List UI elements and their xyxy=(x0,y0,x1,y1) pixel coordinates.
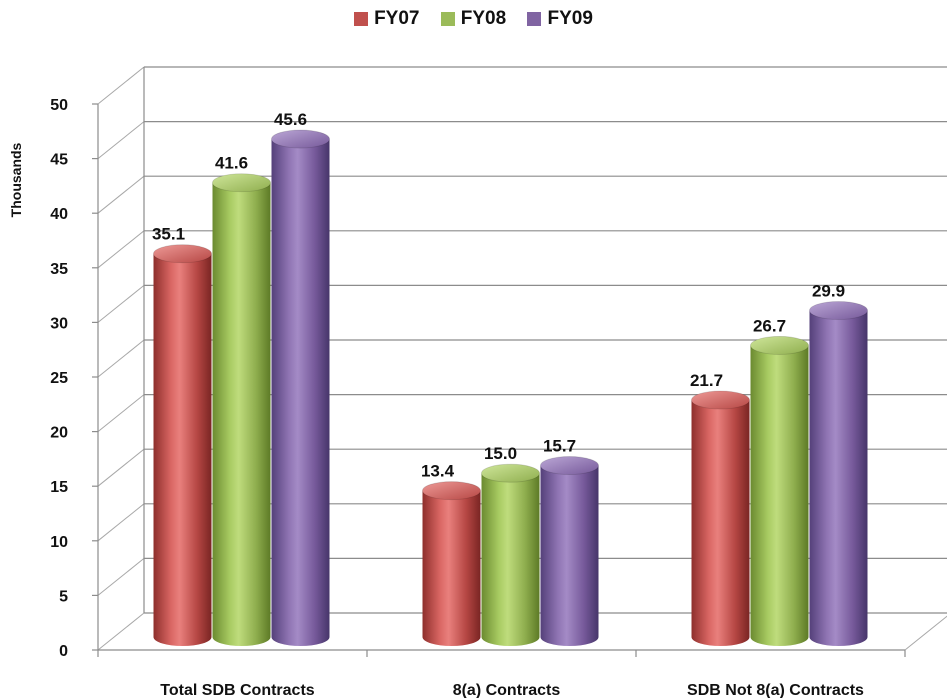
bar-body xyxy=(750,345,809,646)
side-wall-line xyxy=(97,448,145,487)
bar-body xyxy=(271,139,330,646)
bar-top xyxy=(809,301,868,320)
bar-fy07-2 xyxy=(691,390,750,646)
side-wall-line xyxy=(97,66,145,105)
side-wall-line xyxy=(97,558,145,596)
bar-top xyxy=(422,481,481,501)
legend-label-fy08: FY08 xyxy=(460,8,507,29)
axis-layer: 0 5 10 15 20 25 30 35 40 45 50 Total SDB Contracts 8… xyxy=(50,97,906,698)
side-wall-line xyxy=(97,394,145,432)
bar-fy08-1 xyxy=(481,463,540,646)
bar-top xyxy=(271,129,330,149)
bar-top xyxy=(750,336,809,355)
legend-label-fy09: FY09 xyxy=(547,8,593,29)
data-label: 45.6 xyxy=(274,110,307,129)
side-wall-line xyxy=(97,285,145,323)
legend-swatch-fy09 xyxy=(527,12,542,26)
data-label: 13.4 xyxy=(421,462,455,481)
y-tick-label: 15 xyxy=(50,479,68,496)
data-label: 26.7 xyxy=(753,316,786,335)
bar-body xyxy=(481,473,540,646)
floor-edge xyxy=(904,615,947,651)
y-tick-label: 45 xyxy=(50,152,68,169)
side-wall-line xyxy=(97,503,145,542)
bar-layer xyxy=(153,129,868,646)
y-tick-label: 35 xyxy=(50,261,68,278)
y-tick-label: 20 xyxy=(50,425,68,442)
y-tick-label: 50 xyxy=(50,97,68,114)
data-label: 15.7 xyxy=(543,437,576,456)
bar-top xyxy=(212,173,271,193)
y-tick-label: 5 xyxy=(59,588,68,605)
bar-top xyxy=(540,456,599,475)
y-tick-label: 10 xyxy=(50,534,68,551)
legend-item-fy09: FY09 xyxy=(527,8,593,30)
side-wall-line xyxy=(97,121,145,159)
x-category-label: 8(a) Contracts xyxy=(453,682,561,698)
label-layer: 35.1 41.6 45.6 13.4 15.0 15.7 21.7 26.7 29.9 xyxy=(152,110,845,481)
bar-body xyxy=(212,182,271,646)
x-category-label: SDB Not 8(a) Contracts xyxy=(687,682,864,698)
bar-top xyxy=(691,390,750,410)
bar-fy09-2 xyxy=(809,301,868,646)
bar-body xyxy=(540,465,599,646)
data-label: 35.1 xyxy=(152,225,185,244)
side-wall-line xyxy=(97,612,145,651)
legend-swatch-fy07 xyxy=(354,12,369,26)
legend-item-fy08: FY08 xyxy=(440,8,507,30)
bar-fy09-0 xyxy=(271,129,330,646)
x-category-label: Total SDB Contracts xyxy=(160,682,314,698)
bar-top xyxy=(153,244,212,264)
side-wall-line xyxy=(97,230,145,269)
bar-top xyxy=(481,463,540,483)
side-wall-line xyxy=(97,339,145,378)
bar-body xyxy=(422,490,481,646)
bar-body xyxy=(809,310,868,646)
data-label: 21.7 xyxy=(690,371,723,390)
bar-fy09-1 xyxy=(540,456,599,646)
legend: FY07 FY08 FY09 xyxy=(0,8,947,32)
y-tick-label: 0 xyxy=(59,643,68,660)
bar-body xyxy=(691,400,750,646)
data-label: 29.9 xyxy=(812,281,845,300)
legend-swatch-fy08 xyxy=(440,12,455,26)
legend-label-fy07: FY07 xyxy=(374,8,420,29)
y-tick-label: 40 xyxy=(50,206,68,223)
y-tick-label: 30 xyxy=(50,315,68,332)
bar-fy07-1 xyxy=(422,481,481,646)
bar-fy07-0 xyxy=(153,244,212,646)
y-tick-label: 25 xyxy=(50,370,68,387)
legend-item-fy07: FY07 xyxy=(354,8,420,30)
bar-body xyxy=(153,253,212,646)
bar-fy08-2 xyxy=(750,336,809,646)
side-wall-line xyxy=(97,175,145,214)
bar-fy08-0 xyxy=(212,173,271,646)
data-label: 15.0 xyxy=(484,444,517,463)
data-label: 41.6 xyxy=(215,154,248,173)
